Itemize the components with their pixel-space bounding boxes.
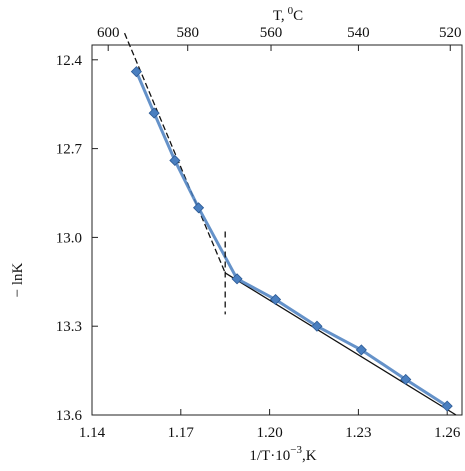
x-tick-label: 1.14 — [79, 425, 106, 441]
top-tick-label: 560 — [260, 25, 283, 41]
top-tick-label: 580 — [176, 25, 199, 41]
x-tick-label: 1.20 — [256, 425, 282, 441]
x-tick-label: 1.17 — [168, 425, 195, 441]
x-tick-label: 1.23 — [345, 425, 371, 441]
y-tick-label: 12.4 — [56, 53, 83, 69]
top-axis-title: T, 0C — [273, 5, 303, 24]
x-axis-ticks: 1.14 1.17 1.20 1.23 1.26 — [79, 409, 461, 441]
fit-line — [123, 32, 226, 274]
x-tick-label: 1.26 — [434, 425, 461, 441]
data-point — [355, 344, 367, 356]
y-axis-title: − lnK — [10, 262, 26, 297]
y-tick-label: 13.0 — [56, 230, 82, 246]
data-point — [400, 373, 412, 386]
fit-line — [224, 272, 457, 416]
y-tick-label: 13.3 — [56, 319, 82, 335]
top-tick-label: 520 — [439, 25, 462, 41]
data-point — [148, 107, 160, 119]
data-series — [130, 66, 453, 412]
top-axis-ticks: 600 580 560 540 520 — [97, 25, 462, 51]
y-tick-label: 13.6 — [56, 408, 83, 424]
data-point — [269, 293, 282, 306]
data-point — [169, 154, 181, 167]
top-tick-label: 600 — [97, 25, 120, 41]
data-point — [130, 66, 142, 78]
data-point — [441, 400, 453, 412]
top-tick-label: 540 — [347, 25, 370, 41]
data-point — [311, 320, 323, 332]
data-point — [231, 273, 243, 285]
data-point — [192, 202, 205, 214]
series-line — [135, 71, 449, 408]
plot-frame — [91, 44, 463, 416]
fit-lines — [123, 32, 457, 416]
x-axis-title: 1/T·10−3,K — [249, 444, 316, 464]
y-axis-ticks: 12.4 12.7 13.0 13.3 13.6 — [56, 53, 98, 424]
y-tick-label: 12.7 — [56, 142, 83, 158]
